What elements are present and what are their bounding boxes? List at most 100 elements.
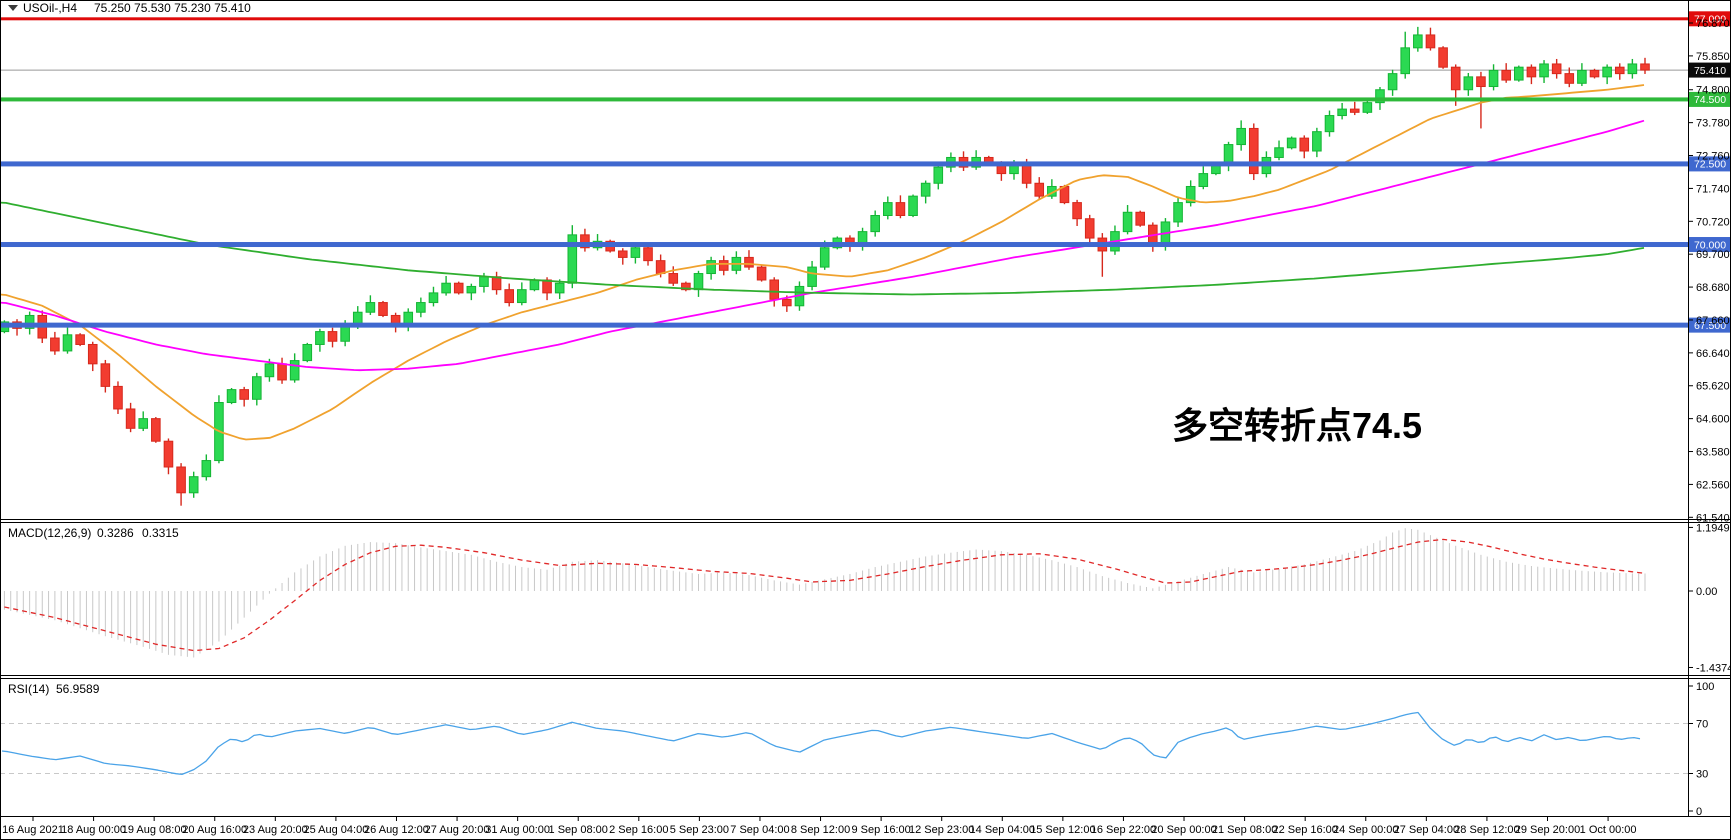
price-badge-label: 77.000 <box>1694 14 1726 26</box>
candle <box>1602 66 1612 78</box>
time-axis-label: 12 Sep 23:00 <box>909 824 974 836</box>
candle <box>756 266 767 281</box>
candle <box>920 182 931 197</box>
hline-77.000[interactable] <box>0 17 1688 21</box>
candle <box>416 302 426 313</box>
chart-title-quotes: 75.250 75.530 75.230 75.410 <box>94 1 251 15</box>
candle <box>529 279 540 291</box>
price-axis-label: 66.640 <box>1696 348 1730 360</box>
candle <box>24 314 35 329</box>
price-axis-label: 68.680 <box>1696 282 1730 294</box>
candle <box>365 302 376 313</box>
ma-mid-line <box>0 119 1645 372</box>
price-axis-label: 74.800 <box>1696 85 1730 97</box>
time-axis-label: 27 Aug 20:00 <box>425 824 490 836</box>
price-axis-label: 65.620 <box>1696 381 1730 393</box>
time-axis-label: 22 Sep 16:00 <box>1272 824 1337 836</box>
candle <box>327 331 338 342</box>
time-axis-label: 24 Sep 00:00 <box>1333 824 1398 836</box>
time-axis-label: 7 Sep 04:00 <box>730 824 789 836</box>
time-axis-label: 28 Sep 12:00 <box>1454 824 1519 836</box>
candle <box>1274 147 1284 158</box>
candle <box>1463 76 1474 91</box>
candle <box>1223 144 1234 165</box>
candle <box>75 334 85 345</box>
candle <box>1476 76 1486 88</box>
candle <box>226 389 237 404</box>
candle <box>1450 66 1461 91</box>
candle <box>315 331 325 345</box>
candle <box>466 285 477 294</box>
candle <box>819 247 830 268</box>
candle <box>1400 47 1411 75</box>
candle <box>693 273 704 291</box>
candle <box>1438 47 1448 68</box>
candle <box>1185 185 1196 204</box>
candle <box>1589 69 1600 78</box>
candle <box>1614 66 1625 75</box>
time-axis-label: 14 Sep 04:00 <box>970 824 1035 836</box>
price-badge-74.500[interactable] <box>1689 91 1731 107</box>
rsi-value: 56.9589 <box>56 682 100 696</box>
hline-67.500[interactable] <box>0 322 1688 328</box>
time-axis-label: 15 Sep 12:00 <box>1030 824 1095 836</box>
candle <box>1564 73 1575 84</box>
candle <box>289 360 300 381</box>
candle <box>1526 66 1537 78</box>
time-axis-label: 20 Sep 00:00 <box>1151 824 1216 836</box>
candle <box>542 279 552 294</box>
candle <box>1640 63 1650 71</box>
hline-74.500[interactable] <box>0 97 1688 102</box>
turning-point-annotation: 多空转折点74.5 <box>1172 405 1422 446</box>
hline-70.000[interactable] <box>0 242 1688 248</box>
price-axis-label: 72.760 <box>1696 151 1730 163</box>
candle <box>580 234 590 249</box>
rsi-axis-label: 100 <box>1696 681 1714 693</box>
time-axis-label: 16 Aug 2021 <box>2 824 64 836</box>
candle <box>718 260 729 271</box>
price-badge-70.000[interactable] <box>1689 237 1731 253</box>
price-axis-label: 70.720 <box>1696 216 1730 228</box>
rsi-line <box>1 711 1641 776</box>
candle <box>1551 63 1562 75</box>
candle <box>1084 218 1095 239</box>
candle <box>1349 108 1360 113</box>
hline-72.500[interactable] <box>0 161 1688 167</box>
rsi-axis-label: 70 <box>1696 719 1708 731</box>
price-badge-77.000[interactable] <box>1689 11 1731 27</box>
price-axis-label: 67.660 <box>1696 315 1730 327</box>
price-axis-label: 63.580 <box>1696 447 1730 459</box>
candle <box>453 282 464 294</box>
price-badge-72.500[interactable] <box>1689 156 1731 172</box>
price-axis-label: 61.540 <box>1696 512 1730 524</box>
time-axis-label: 31 Aug 00:00 <box>485 824 550 836</box>
candle <box>239 389 249 400</box>
price-axis-label: 62.560 <box>1696 479 1730 491</box>
candle <box>479 276 489 287</box>
candle <box>504 289 514 304</box>
price-axis-label: 76.870 <box>1696 18 1730 30</box>
macd-axis-label: -1.4374 <box>1696 662 1731 674</box>
candle <box>1539 63 1549 78</box>
candle <box>1627 63 1638 75</box>
candle <box>252 376 262 400</box>
main-panel <box>0 17 1688 506</box>
macd-signal-value: 0.3315 <box>142 526 179 540</box>
price-badge-67.500[interactable] <box>1689 317 1731 333</box>
price-axis-label: 73.780 <box>1696 118 1730 130</box>
rsi-axis-label: 30 <box>1696 769 1708 781</box>
candle <box>1236 127 1246 146</box>
candle <box>138 418 149 429</box>
macd-axis-label: 0.00 <box>1696 586 1717 598</box>
candle <box>1362 102 1373 113</box>
price-axis-label: 71.740 <box>1696 183 1730 195</box>
candle <box>807 266 817 287</box>
rsi-axis-label: 0 <box>1696 806 1702 818</box>
axes-layer: 77.000 74.500 72.500 70.000 67.500 76.870 75.8… <box>2 11 1731 836</box>
candle <box>668 273 679 284</box>
candle <box>1286 137 1297 149</box>
rsi-indicator-label: RSI(14) <box>8 682 49 696</box>
candle <box>517 289 527 304</box>
